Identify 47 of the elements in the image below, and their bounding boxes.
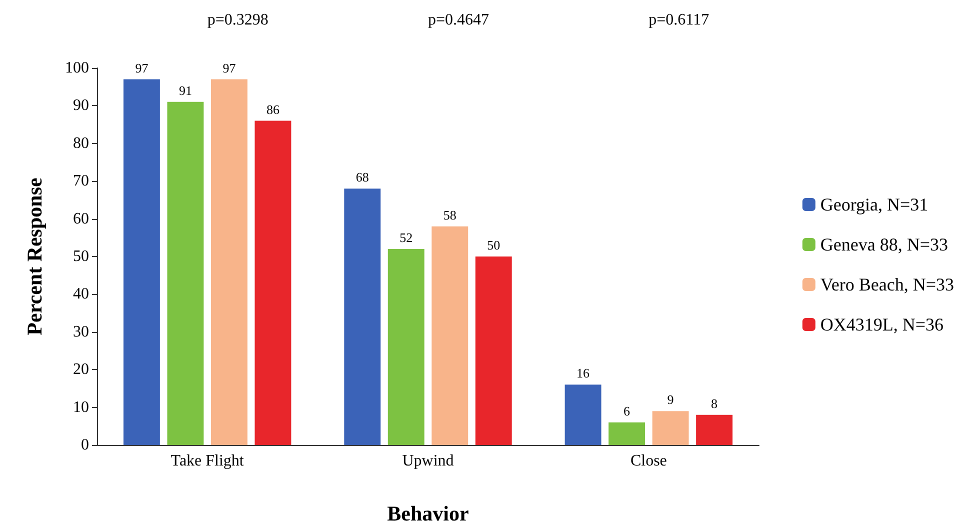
bar (696, 414, 733, 445)
data-label: 58 (443, 207, 456, 222)
bar (652, 411, 689, 445)
y-tick-label: 70 (73, 172, 89, 190)
x-axis-title: Behavior (387, 502, 469, 526)
x-tick-label: Upwind (402, 452, 454, 470)
x-tick-label: Close (630, 452, 667, 470)
bar (388, 248, 424, 445)
data-label: 97 (222, 60, 236, 76)
y-tick-label: 80 (73, 134, 89, 152)
data-label: 97 (135, 60, 149, 76)
y-tick-label: 90 (73, 97, 89, 114)
bar (564, 384, 602, 445)
y-tick-label: 40 (73, 286, 89, 303)
data-label: 68 (356, 170, 369, 185)
y-tick-label: 50 (73, 248, 89, 265)
legend-label: Geneva 88, N=33 (820, 234, 948, 254)
data-label: 52 (400, 230, 413, 245)
text: p=0.6117 (648, 12, 710, 28)
data-label: 16 (576, 366, 590, 381)
data-label: 9 (667, 392, 674, 408)
y-tick-label: 60 (73, 210, 89, 228)
bar (167, 102, 204, 445)
x-tick-label: Take Flight (170, 452, 244, 470)
data-label: 50 (487, 238, 500, 252)
y-tick-label: 100 (65, 60, 89, 76)
legend-label: Vero Beach, N=33 (820, 274, 954, 294)
y-tick-label: 20 (73, 361, 89, 378)
bar (344, 188, 381, 445)
y-tick-label: 0 (81, 436, 89, 454)
data-label: 86 (266, 102, 280, 117)
bar (123, 79, 160, 445)
bar (475, 256, 512, 445)
text: p=0.4647 (428, 12, 490, 28)
data-label: 91 (178, 82, 192, 98)
bar (432, 226, 468, 445)
text: p=0.3298 (207, 12, 268, 28)
y-tick-label: 30 (73, 323, 89, 340)
data-label: 8 (711, 396, 718, 411)
y-axis-title: Percent Response (22, 178, 46, 336)
data-label: 6 (624, 403, 631, 418)
legend-label: OX4319L, N=36 (820, 314, 944, 334)
bar (608, 422, 646, 445)
bar (210, 79, 248, 445)
bar (254, 120, 292, 445)
y-tick-label: 10 (73, 398, 89, 416)
legend-label: Georgia, N=31 (820, 194, 928, 214)
